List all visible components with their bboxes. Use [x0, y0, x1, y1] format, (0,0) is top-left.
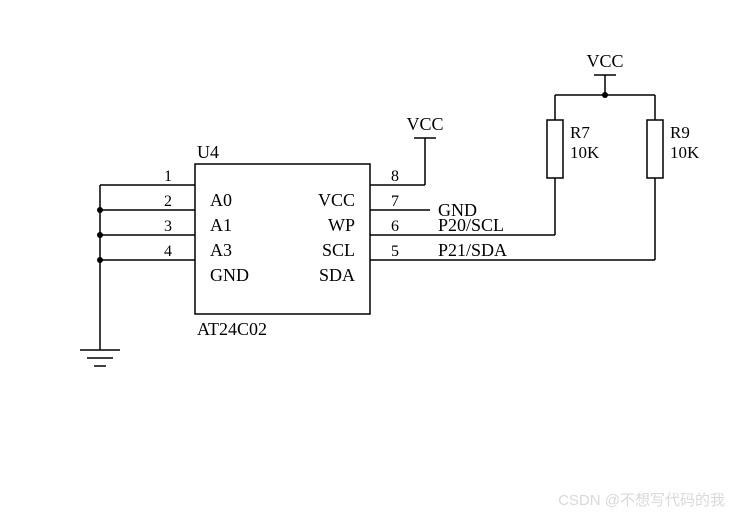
pin-num-3: 3	[164, 218, 172, 235]
junction-dot	[97, 232, 103, 238]
pin-name-vcc: VCC	[318, 190, 355, 210]
pin-name-sda: SDA	[319, 265, 355, 285]
resistor-r9	[647, 120, 663, 178]
pin-num-2: 2	[164, 193, 172, 210]
r7-value: 10K	[570, 143, 600, 162]
vcc-label-pullup: VCC	[586, 51, 623, 71]
schematic-canvas: U4 AT24C02 1 A0 2 A1 3 A3 4 GND 8 VCC 7 …	[0, 0, 738, 520]
pin-name-wp: WP	[328, 215, 355, 235]
ground-symbol	[80, 350, 120, 366]
junction-dot	[97, 257, 103, 263]
pin-num-7: 7	[391, 193, 399, 210]
chip-body	[195, 164, 370, 314]
pin-name-gnd: GND	[210, 265, 249, 285]
junction-dot	[602, 92, 608, 98]
r9-value: 10K	[670, 143, 700, 162]
net-label-sda: P21/SDA	[438, 240, 507, 260]
pin-num-4: 4	[164, 243, 172, 260]
pin-num-5: 5	[391, 243, 399, 260]
chip-part: AT24C02	[197, 319, 267, 339]
resistor-r7	[547, 120, 563, 178]
net-label-scl: P20/SCL	[438, 215, 504, 235]
pin-name-a3: A3	[210, 240, 232, 260]
r9-ref: R9	[670, 123, 690, 142]
r7-ref: R7	[570, 123, 590, 142]
pin-name-a0: A0	[210, 190, 232, 210]
pin-num-6: 6	[391, 218, 399, 235]
watermark-text: CSDN @不想写代码的我	[558, 492, 725, 509]
chip-ref: U4	[197, 142, 219, 162]
pin-name-scl: SCL	[322, 240, 355, 260]
pin-name-a1: A1	[210, 215, 232, 235]
pin-num-8: 8	[391, 168, 399, 185]
vcc-label-chip: VCC	[406, 114, 443, 134]
junction-dot	[97, 207, 103, 213]
pin-num-1: 1	[164, 168, 172, 185]
